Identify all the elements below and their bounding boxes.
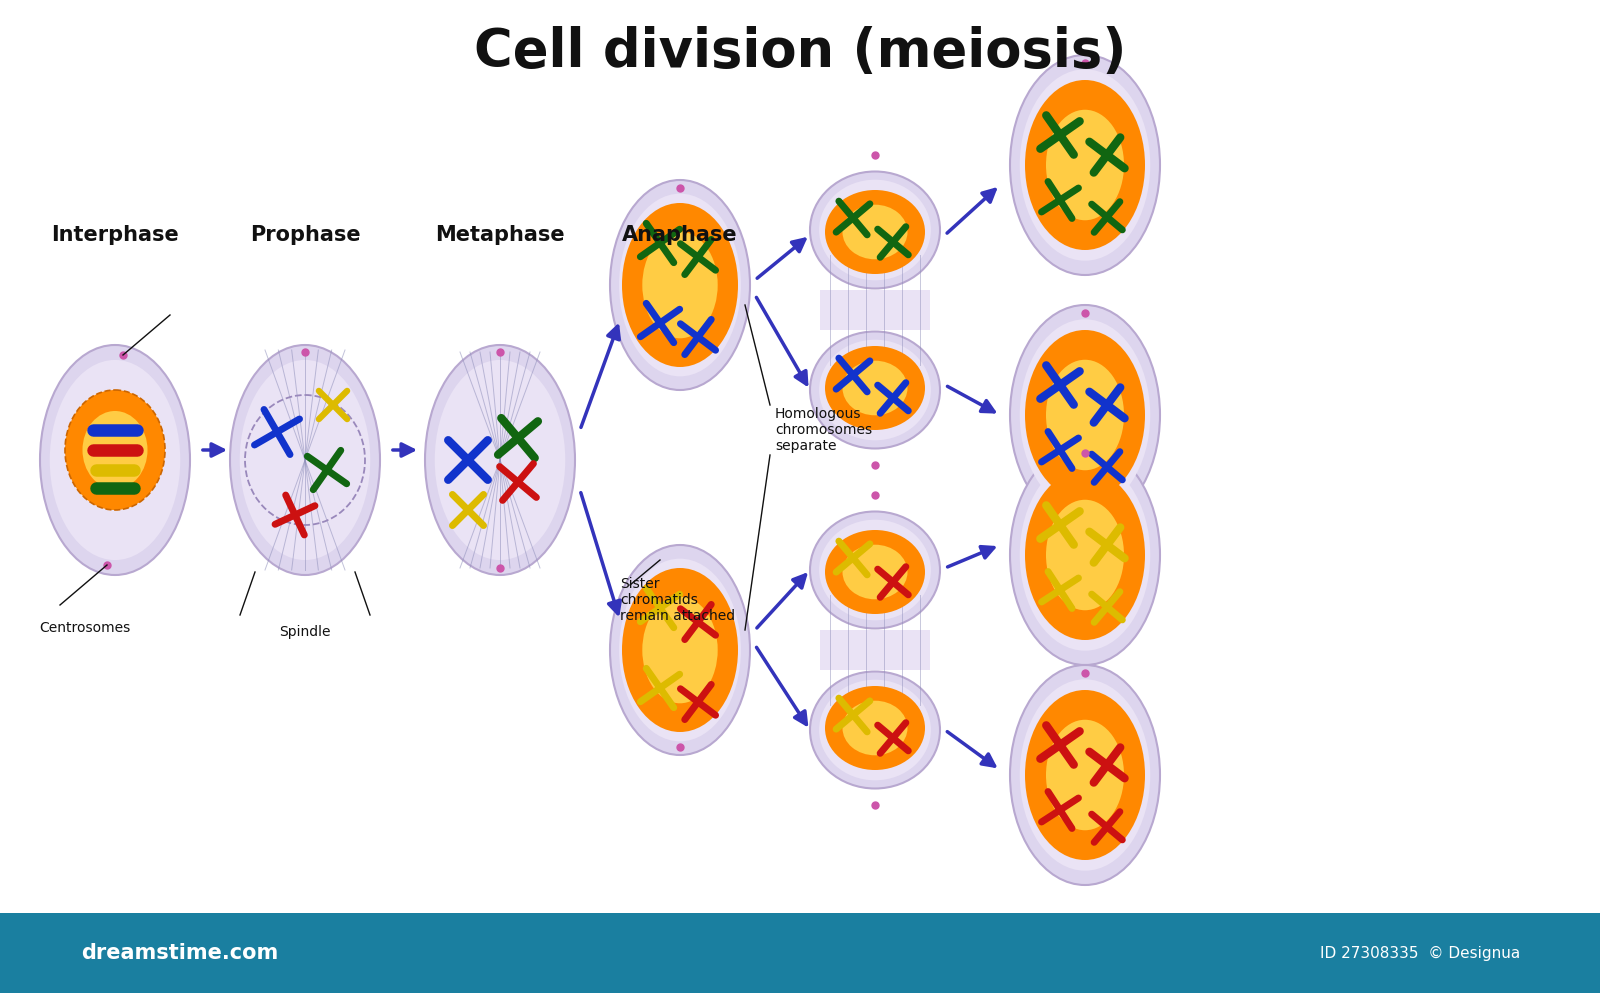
Ellipse shape bbox=[66, 390, 165, 510]
Text: Interphase: Interphase bbox=[51, 225, 179, 245]
Ellipse shape bbox=[1010, 665, 1160, 885]
Ellipse shape bbox=[843, 360, 907, 415]
Ellipse shape bbox=[642, 231, 718, 339]
Ellipse shape bbox=[50, 359, 181, 560]
Ellipse shape bbox=[622, 203, 738, 367]
Ellipse shape bbox=[426, 345, 574, 575]
Ellipse shape bbox=[622, 568, 738, 732]
Ellipse shape bbox=[1019, 70, 1150, 261]
Ellipse shape bbox=[819, 180, 931, 280]
Bar bbox=[0, 913, 1600, 993]
Ellipse shape bbox=[1046, 110, 1123, 220]
Ellipse shape bbox=[1010, 445, 1160, 665]
Ellipse shape bbox=[1019, 320, 1150, 510]
Ellipse shape bbox=[1010, 55, 1160, 275]
Ellipse shape bbox=[230, 345, 381, 575]
Text: dreamstime.com: dreamstime.com bbox=[82, 943, 278, 963]
Ellipse shape bbox=[610, 180, 750, 390]
Ellipse shape bbox=[819, 519, 931, 621]
Text: Centrosomes: Centrosomes bbox=[40, 621, 131, 635]
Ellipse shape bbox=[810, 332, 941, 449]
Ellipse shape bbox=[1026, 470, 1146, 640]
Text: Sister
chromatids
remain attached: Sister chromatids remain attached bbox=[621, 577, 734, 624]
Ellipse shape bbox=[1046, 720, 1123, 830]
Ellipse shape bbox=[610, 545, 750, 755]
Ellipse shape bbox=[619, 559, 741, 742]
Ellipse shape bbox=[1046, 359, 1123, 471]
Ellipse shape bbox=[619, 194, 741, 376]
Ellipse shape bbox=[819, 679, 931, 780]
Ellipse shape bbox=[1010, 305, 1160, 525]
Ellipse shape bbox=[83, 411, 147, 489]
Ellipse shape bbox=[843, 701, 907, 756]
Text: Spindle: Spindle bbox=[280, 625, 331, 639]
Text: Metaphase: Metaphase bbox=[435, 225, 565, 245]
Ellipse shape bbox=[1019, 460, 1150, 650]
Ellipse shape bbox=[1026, 330, 1146, 500]
Ellipse shape bbox=[810, 172, 941, 289]
Ellipse shape bbox=[843, 545, 907, 600]
Polygon shape bbox=[819, 290, 930, 330]
Text: Cell division (meiosis): Cell division (meiosis) bbox=[474, 26, 1126, 78]
Ellipse shape bbox=[40, 345, 190, 575]
Ellipse shape bbox=[819, 340, 931, 440]
Text: Anaphase: Anaphase bbox=[622, 225, 738, 245]
Text: Homologous
chromosomes
separate: Homologous chromosomes separate bbox=[774, 407, 872, 453]
Ellipse shape bbox=[826, 190, 925, 274]
Ellipse shape bbox=[435, 359, 565, 560]
Ellipse shape bbox=[810, 511, 941, 629]
Text: Prophase: Prophase bbox=[250, 225, 360, 245]
Ellipse shape bbox=[826, 346, 925, 430]
Ellipse shape bbox=[826, 686, 925, 770]
Ellipse shape bbox=[1046, 499, 1123, 611]
Text: ID 27308335  © Designua: ID 27308335 © Designua bbox=[1320, 945, 1520, 960]
Ellipse shape bbox=[1019, 679, 1150, 871]
Ellipse shape bbox=[843, 205, 907, 259]
Ellipse shape bbox=[1026, 80, 1146, 250]
Ellipse shape bbox=[240, 359, 370, 560]
Polygon shape bbox=[819, 630, 930, 670]
Ellipse shape bbox=[1026, 690, 1146, 860]
Ellipse shape bbox=[826, 530, 925, 614]
Ellipse shape bbox=[810, 671, 941, 788]
Ellipse shape bbox=[642, 597, 718, 703]
